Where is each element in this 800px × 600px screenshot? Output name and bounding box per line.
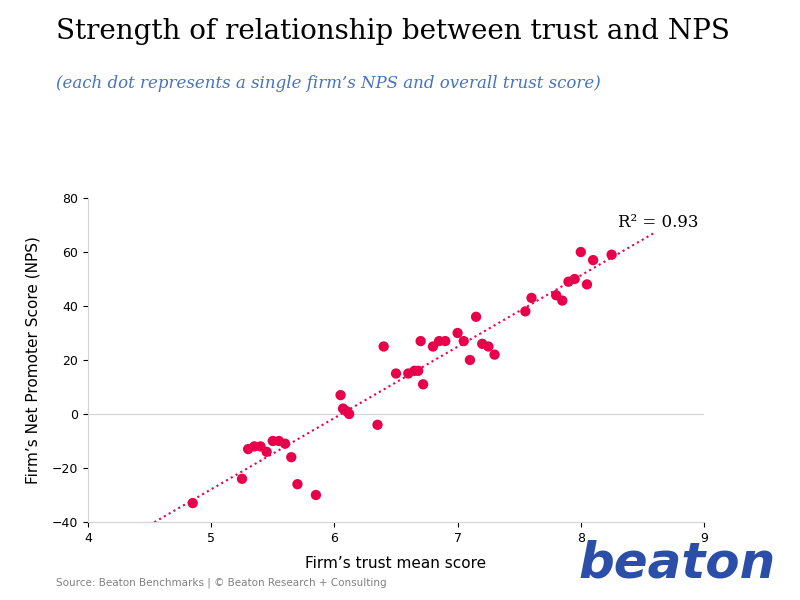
Point xyxy=(525,293,538,302)
Point xyxy=(519,307,532,316)
Point xyxy=(488,350,501,359)
Point xyxy=(278,439,291,449)
Point xyxy=(408,366,421,376)
Point xyxy=(390,368,402,379)
Point xyxy=(186,498,199,508)
Text: Strength of relationship between trust and NPS: Strength of relationship between trust a… xyxy=(56,18,730,45)
Point xyxy=(414,336,427,346)
X-axis label: Firm’s trust mean score: Firm’s trust mean score xyxy=(306,556,486,571)
Point xyxy=(236,474,249,484)
Text: beaton: beaton xyxy=(578,540,776,588)
Point xyxy=(476,339,489,349)
Point xyxy=(285,452,298,462)
Point xyxy=(310,490,322,500)
Point xyxy=(266,436,279,446)
Point xyxy=(291,479,304,489)
Point xyxy=(433,336,446,346)
Point xyxy=(574,247,587,257)
Point xyxy=(451,328,464,338)
Point xyxy=(342,409,355,419)
Point xyxy=(371,420,384,430)
Point xyxy=(378,341,390,351)
Point xyxy=(412,366,425,376)
Point xyxy=(260,447,273,457)
Point xyxy=(586,256,599,265)
Point xyxy=(402,368,414,379)
Y-axis label: Firm’s Net Promoter Score (NPS): Firm’s Net Promoter Score (NPS) xyxy=(26,236,41,484)
Point xyxy=(273,436,286,446)
Point xyxy=(248,442,261,451)
Text: R² = 0.93: R² = 0.93 xyxy=(618,214,698,231)
Point xyxy=(463,355,476,365)
Point xyxy=(426,341,439,351)
Point xyxy=(562,277,575,286)
Point xyxy=(334,390,347,400)
Point xyxy=(581,280,594,289)
Point xyxy=(439,336,452,346)
Point xyxy=(605,250,618,259)
Text: Source: Beaton Benchmarks | © Beaton Research + Consulting: Source: Beaton Benchmarks | © Beaton Res… xyxy=(56,577,386,588)
Point xyxy=(254,442,267,451)
Point xyxy=(242,444,254,454)
Point xyxy=(550,290,562,300)
Point xyxy=(417,380,430,389)
Point xyxy=(458,336,470,346)
Point xyxy=(482,341,494,351)
Point xyxy=(470,312,482,322)
Point xyxy=(337,404,350,413)
Point xyxy=(340,407,353,416)
Point xyxy=(556,296,569,305)
Point xyxy=(568,274,581,284)
Text: (each dot represents a single firm’s NPS and overall trust score): (each dot represents a single firm’s NPS… xyxy=(56,75,601,92)
